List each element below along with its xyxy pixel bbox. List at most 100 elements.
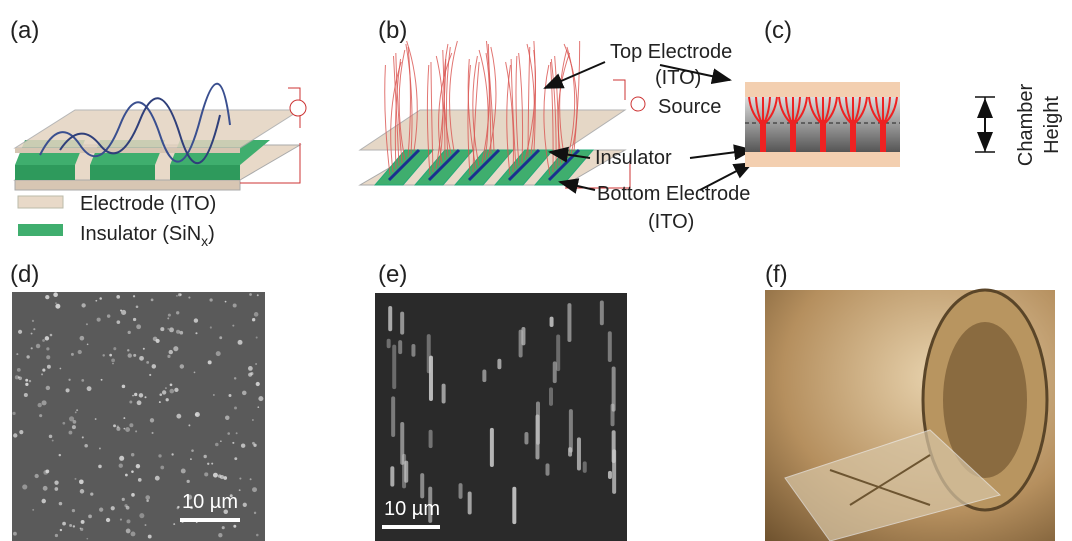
speck [131, 470, 134, 473]
speck [81, 303, 85, 307]
speck [220, 440, 222, 442]
speck [86, 538, 88, 540]
speck [60, 529, 62, 531]
speck [257, 294, 259, 296]
streak [612, 367, 616, 412]
speck [160, 327, 164, 331]
streak [482, 370, 486, 383]
speck [180, 331, 184, 335]
streak [402, 454, 406, 489]
speck [113, 347, 116, 350]
speck [41, 499, 46, 504]
speck [19, 430, 23, 434]
speck [99, 447, 101, 449]
speck [215, 443, 219, 447]
annotation: Insulator [595, 147, 672, 169]
speck [33, 328, 35, 330]
speck [45, 336, 49, 340]
speck [194, 318, 198, 322]
panel-c-diagram [745, 82, 995, 167]
streak [550, 317, 554, 327]
streak [420, 473, 424, 498]
speck [76, 409, 78, 411]
speck [81, 379, 84, 382]
speck [134, 393, 137, 396]
speck [248, 373, 252, 377]
speck [176, 330, 180, 334]
speck [66, 388, 70, 392]
speck [236, 432, 238, 434]
speck [125, 474, 128, 477]
streak [398, 340, 402, 354]
speck [36, 344, 40, 348]
speck [73, 525, 75, 527]
speck [69, 416, 74, 421]
annotation: (ITO) [648, 211, 694, 233]
speck [242, 391, 247, 396]
speck [82, 436, 84, 438]
speck [35, 474, 39, 478]
speck [149, 374, 151, 376]
speck [42, 339, 45, 342]
speck [137, 400, 142, 405]
speck [18, 376, 20, 378]
speck [52, 440, 54, 442]
speck [173, 346, 178, 351]
speck [243, 503, 247, 507]
panel-label: (f) [765, 261, 788, 288]
speck [165, 387, 167, 389]
streak [390, 466, 394, 486]
annotation: Chamber [1015, 84, 1037, 167]
speck [72, 509, 75, 512]
speck [32, 509, 34, 511]
speck [55, 304, 60, 309]
speck [26, 355, 29, 358]
speck [133, 354, 136, 357]
speck [208, 360, 212, 364]
speck [102, 354, 104, 356]
speck [80, 489, 85, 494]
speck [252, 487, 257, 492]
speck [256, 337, 258, 339]
speck [47, 365, 51, 369]
speck [180, 364, 184, 368]
speck [252, 419, 254, 421]
speck [99, 297, 102, 300]
speck [117, 320, 121, 324]
speck [195, 332, 197, 334]
streak [497, 359, 501, 370]
scale-bar-label: 10 µm [182, 491, 238, 513]
speck [248, 366, 253, 371]
speck [176, 295, 178, 297]
speck [79, 479, 84, 484]
speck [86, 323, 88, 325]
speck [54, 481, 58, 485]
speck [50, 334, 53, 337]
speck [80, 528, 83, 531]
annotation: Top Electrode [610, 41, 732, 63]
speck [97, 318, 101, 322]
speck [135, 430, 137, 432]
speck [138, 478, 142, 482]
speck [257, 406, 259, 408]
speck [90, 493, 93, 496]
speck [124, 504, 127, 507]
speck [225, 416, 229, 420]
speck [45, 295, 49, 299]
speck [219, 336, 222, 339]
speck [59, 502, 62, 505]
speck [17, 368, 21, 372]
speck [46, 347, 49, 350]
speck [150, 418, 154, 422]
speck [159, 401, 161, 403]
speck [170, 383, 173, 386]
scale-bar-label: 10 µm [384, 498, 440, 520]
speck [167, 317, 169, 319]
figure: (a) (b) (c) (d) (e) (f) Electrode (ITO) … [0, 0, 1072, 541]
speck [59, 454, 61, 456]
speck [181, 469, 186, 474]
streak [468, 492, 472, 515]
speck [46, 386, 50, 390]
speck [133, 295, 135, 297]
speck [152, 364, 157, 369]
